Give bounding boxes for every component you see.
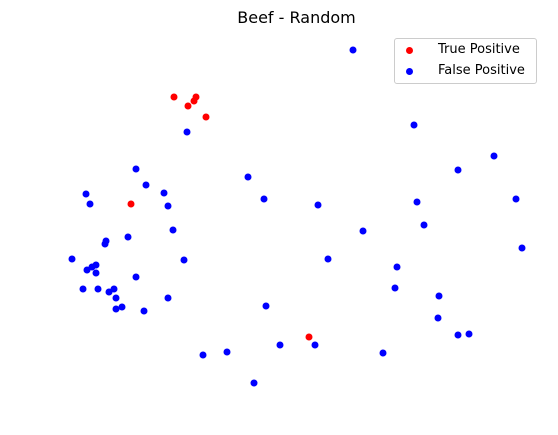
point-false-positive-9	[82, 190, 90, 198]
point-false-positive-29	[92, 269, 100, 277]
point-false-positive-20	[359, 227, 367, 235]
point-false-positive-30	[393, 263, 401, 271]
point-false-positive-49	[223, 348, 231, 356]
legend-marker-false-positive	[406, 68, 413, 75]
point-false-positive-23	[180, 256, 188, 264]
point-true-positive-6	[305, 333, 313, 341]
point-false-positive-52	[250, 379, 258, 387]
point-true-positive-3	[184, 102, 192, 110]
point-false-positive-24	[324, 255, 332, 263]
point-false-positive-8	[160, 189, 168, 197]
chart-title: Beef - Random	[237, 8, 356, 27]
point-false-positive-2	[410, 121, 418, 129]
point-false-positive-50	[199, 351, 207, 359]
legend-entry-true-positive: True Positive	[395, 41, 536, 61]
point-false-positive-22	[68, 255, 76, 263]
point-false-positive-36	[112, 294, 120, 302]
point-false-positive-21	[420, 221, 428, 229]
legend-marker-true-positive	[406, 47, 413, 54]
point-false-positive-1	[183, 128, 191, 136]
point-false-positive-43	[262, 302, 270, 310]
point-false-positive-13	[314, 201, 322, 209]
point-false-positive-7	[142, 181, 150, 189]
point-true-positive-4	[202, 113, 210, 121]
point-false-positive-28	[83, 266, 91, 274]
point-false-positive-11	[164, 202, 172, 210]
point-false-positive-32	[79, 285, 87, 293]
point-true-positive-5	[127, 200, 135, 208]
point-false-positive-41	[112, 305, 120, 313]
point-false-positive-37	[164, 294, 172, 302]
point-false-positive-10	[86, 200, 94, 208]
point-false-positive-12	[260, 195, 268, 203]
point-false-positive-15	[512, 195, 520, 203]
point-false-positive-51	[379, 349, 387, 357]
point-false-positive-6	[244, 173, 252, 181]
legend-label-false-positive: False Positive	[438, 63, 525, 78]
legend-entry-false-positive: False Positive	[395, 62, 536, 82]
point-true-positive-0	[170, 93, 178, 101]
point-false-positive-46	[465, 330, 473, 338]
point-false-positive-35	[105, 288, 113, 296]
legend: True Positive False Positive	[394, 38, 537, 84]
point-false-positive-48	[311, 341, 319, 349]
point-false-positive-0	[349, 46, 357, 54]
legend-label-true-positive: True Positive	[438, 42, 520, 57]
point-false-positive-40	[118, 303, 126, 311]
point-false-positive-4	[454, 166, 462, 174]
point-false-positive-45	[454, 331, 462, 339]
point-false-positive-25	[518, 244, 526, 252]
point-true-positive-2	[190, 97, 198, 105]
point-false-positive-39	[435, 292, 443, 300]
point-false-positive-38	[391, 284, 399, 292]
point-false-positive-33	[94, 285, 102, 293]
point-false-positive-16	[169, 226, 177, 234]
point-false-positive-14	[413, 198, 421, 206]
point-false-positive-47	[276, 341, 284, 349]
point-false-positive-3	[490, 152, 498, 160]
point-false-positive-17	[124, 233, 132, 241]
point-false-positive-19	[101, 240, 109, 248]
point-false-positive-5	[132, 165, 140, 173]
point-false-positive-44	[434, 314, 442, 322]
point-false-positive-42	[140, 307, 148, 315]
point-false-positive-31	[132, 273, 140, 281]
